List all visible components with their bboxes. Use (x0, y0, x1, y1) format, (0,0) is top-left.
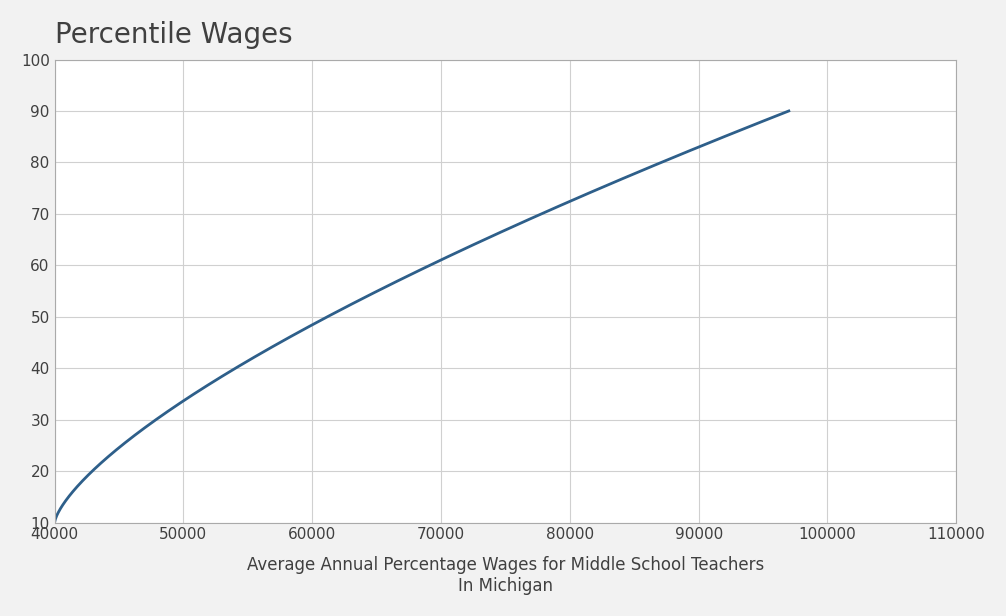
Text: Percentile Wages: Percentile Wages (54, 21, 292, 49)
X-axis label: Average Annual Percentage Wages for Middle School Teachers
In Michigan: Average Annual Percentage Wages for Midd… (246, 556, 764, 595)
